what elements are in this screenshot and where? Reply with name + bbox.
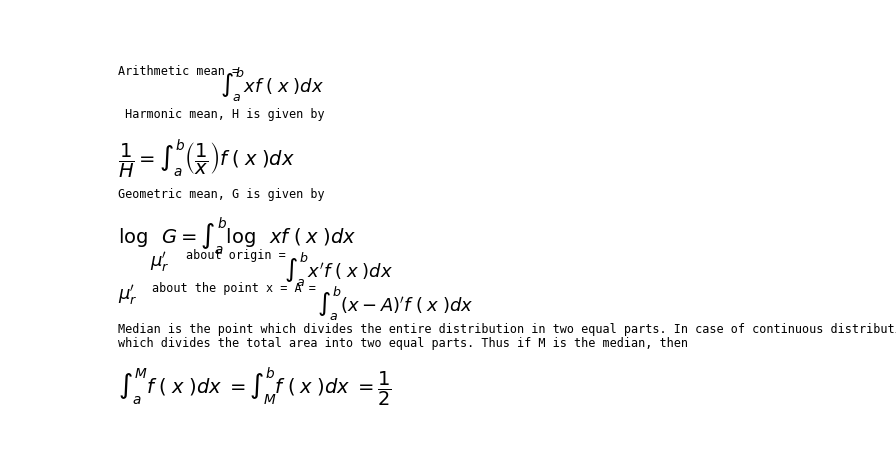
Text: $\mathbf{\mathit{\log}}\;\;\mathbf{\mathit{G}} = \int_{a}^{b}\mathbf{\mathit{\lo: $\mathbf{\mathit{\log}}\;\;\mathbf{\math… <box>117 216 356 257</box>
Text: Arithmetic mean =: Arithmetic mean = <box>117 64 246 78</box>
Text: $\int_{a}^{b} \mathbf{\mathit{xf}}\;\mathbf{\mathit{(}}\;\mathbf{\mathit{x}}\;\m: $\int_{a}^{b} \mathbf{\mathit{xf}}\;\mat… <box>220 66 323 105</box>
Text: $\int_{a}^{b}\mathbf{\mathit{x^{\prime}f}}\;\mathbf{\mathit{(}}\;\mathbf{\mathit: $\int_{a}^{b}\mathbf{\mathit{x^{\prime}f… <box>284 250 393 289</box>
Text: which divides the total area into two equal parts. Thus if M is the median, then: which divides the total area into two eq… <box>117 337 687 350</box>
Text: $\int_{a}^{M}\mathbf{\mathit{f}}\;\mathbf{\mathit{(}}\;\mathbf{\mathit{x}}\;\mat: $\int_{a}^{M}\mathbf{\mathit{f}}\;\mathb… <box>117 365 392 408</box>
Text: $\dfrac{\mathbf{\mathit{1}}}{\mathbf{\mathit{H}}} = \int_{a}^{b}\left(\dfrac{\ma: $\dfrac{\mathbf{\mathit{1}}}{\mathbf{\ma… <box>117 138 295 180</box>
Text: Harmonic mean, H is given by: Harmonic mean, H is given by <box>117 108 324 121</box>
Text: $\mathbf{\mathit{\mu}}_{{\mathbf{\mathit{r}}}}^{\prime}$: $\mathbf{\mathit{\mu}}_{{\mathbf{\mathit… <box>151 250 170 274</box>
Text: about origin =: about origin = <box>185 249 292 262</box>
Text: Median is the point which divides the entire distribution in two equal parts. In: Median is the point which divides the en… <box>117 323 896 336</box>
Text: $\int_{a}^{b}\mathbf{\mathit{(}}\mathbf{\mathit{x}} - \mathbf{\mathit{A}}\mathbf: $\int_{a}^{b}\mathbf{\mathit{(}}\mathbf{… <box>317 285 474 323</box>
Text: Geometric mean, G is given by: Geometric mean, G is given by <box>117 188 324 201</box>
Text: $\mathbf{\mathit{\mu}}_{{\mathbf{\mathit{r}}}}^{\prime}$: $\mathbf{\mathit{\mu}}_{{\mathbf{\mathit… <box>117 283 137 307</box>
Text: about the point x = A =: about the point x = A = <box>152 281 323 295</box>
